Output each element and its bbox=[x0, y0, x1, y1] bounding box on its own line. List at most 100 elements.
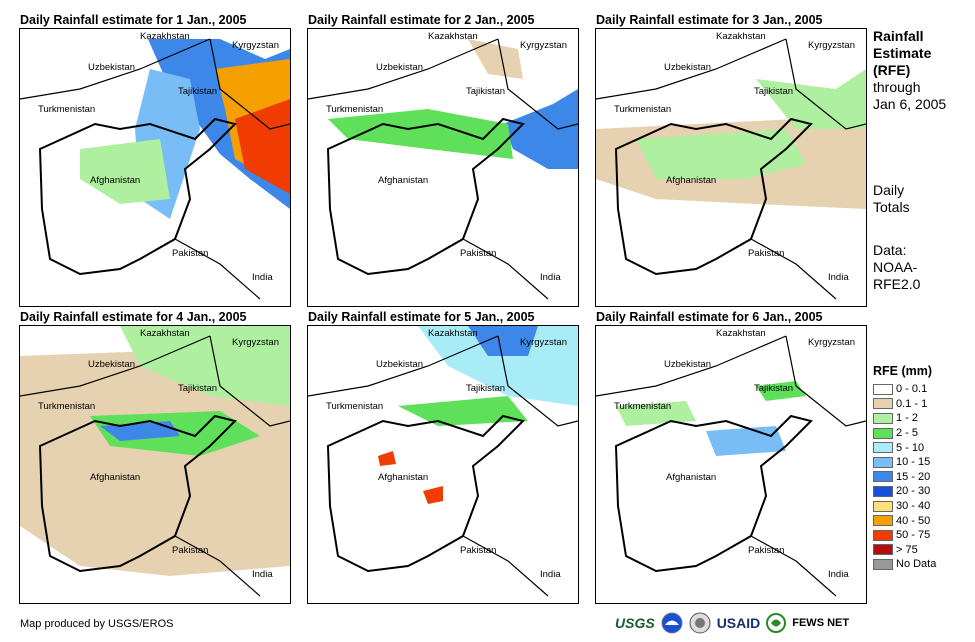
panel-title-5: Daily Rainfall estimate for 5 Jan., 2005 bbox=[308, 310, 535, 324]
label-pakistan: Pakistan bbox=[172, 248, 209, 259]
rainfall-map-5 bbox=[308, 326, 578, 597]
label-india: India bbox=[252, 272, 273, 283]
label-kyrgyzstan: Kyrgyzstan bbox=[232, 337, 279, 348]
legend-label: 40 - 50 bbox=[896, 514, 931, 527]
label-pakistan: Pakistan bbox=[460, 248, 497, 259]
legend-swatch bbox=[873, 500, 893, 512]
legend-item: 10 - 15 bbox=[873, 455, 936, 470]
daily-line-2: Totals bbox=[873, 199, 910, 215]
legend-label: 15 - 20 bbox=[896, 470, 931, 483]
panel-title-3: Daily Rainfall estimate for 3 Jan., 2005 bbox=[596, 13, 823, 27]
legend-label: > 75 bbox=[896, 543, 918, 556]
label-kyrgyzstan: Kyrgyzstan bbox=[808, 40, 855, 51]
label-kyrgyzstan: Kyrgyzstan bbox=[808, 337, 855, 348]
logo-bar: USGS USAID FEWS NET bbox=[615, 612, 849, 634]
label-tajikistan: Tajikistan bbox=[754, 383, 794, 394]
map-panel-4 bbox=[19, 325, 291, 604]
legend-item: 40 - 50 bbox=[873, 513, 936, 528]
label-afghanistan: Afghanistan bbox=[90, 472, 141, 483]
doi-seal-icon bbox=[689, 612, 711, 634]
legend-item: 20 - 30 bbox=[873, 484, 936, 499]
legend-swatch bbox=[873, 412, 893, 424]
noaa-logo-icon bbox=[661, 612, 683, 634]
label-uzbekistan: Uzbekistan bbox=[376, 359, 423, 370]
label-india: India bbox=[252, 569, 273, 580]
legend-swatch bbox=[873, 515, 893, 527]
sidebar-daily: Daily Totals bbox=[873, 182, 910, 216]
legend-swatch bbox=[873, 485, 893, 497]
fews-net-logo: FEWS NET bbox=[792, 617, 850, 629]
map-panel-1 bbox=[19, 28, 291, 307]
label-afghanistan: Afghanistan bbox=[378, 175, 429, 186]
data-line-3: RFE2.0 bbox=[873, 276, 921, 292]
legend-label: 30 - 40 bbox=[896, 500, 931, 513]
label-tajikistan: Tajikistan bbox=[466, 383, 506, 394]
label-india: India bbox=[540, 569, 561, 580]
label-turkmenistan: Turkmenistan bbox=[614, 401, 672, 412]
legend-label: 2 - 5 bbox=[896, 427, 919, 440]
heading-line-3: (RFE) bbox=[873, 62, 911, 78]
label-kazakhstan: Kazakhstan bbox=[428, 31, 478, 42]
legend-label: 20 - 30 bbox=[896, 485, 931, 498]
usaid-logo: USAID bbox=[716, 615, 761, 631]
rainfall-map-3 bbox=[596, 38, 866, 300]
legend-item: 1 - 2 bbox=[873, 411, 936, 426]
rainfall-map-2 bbox=[308, 38, 578, 300]
legend-item: 15 - 20 bbox=[873, 470, 936, 485]
legend-swatch bbox=[873, 427, 893, 439]
label-kazakhstan: Kazakhstan bbox=[140, 31, 190, 42]
fews-globe-icon bbox=[766, 613, 787, 633]
legend-item: 30 - 40 bbox=[873, 499, 936, 514]
panel-title-6: Daily Rainfall estimate for 6 Jan., 2005 bbox=[596, 310, 823, 324]
label-pakistan: Pakistan bbox=[748, 545, 785, 556]
label-afghanistan: Afghanistan bbox=[666, 472, 717, 483]
legend-title: RFE (mm) bbox=[873, 364, 933, 378]
label-uzbekistan: Uzbekistan bbox=[88, 62, 135, 73]
usgs-logo: USGS bbox=[615, 615, 655, 631]
legend-label: 0.1 - 1 bbox=[896, 397, 928, 410]
rainfall-map-4 bbox=[20, 326, 290, 597]
label-india: India bbox=[828, 272, 849, 283]
legend-item: No Data bbox=[873, 557, 936, 572]
label-uzbekistan: Uzbekistan bbox=[664, 359, 711, 370]
label-turkmenistan: Turkmenistan bbox=[614, 104, 672, 115]
legend-swatch bbox=[873, 558, 893, 570]
panel-title-4: Daily Rainfall estimate for 4 Jan., 2005 bbox=[20, 310, 247, 324]
legend-item: 50 - 75 bbox=[873, 528, 936, 543]
label-turkmenistan: Turkmenistan bbox=[326, 104, 384, 115]
map-panel-6 bbox=[595, 325, 867, 604]
sidebar-data-source: Data: NOAA- RFE2.0 bbox=[873, 242, 920, 293]
legend-swatch bbox=[873, 442, 893, 454]
label-uzbekistan: Uzbekistan bbox=[376, 62, 423, 73]
label-india: India bbox=[540, 272, 561, 283]
label-kazakhstan: Kazakhstan bbox=[140, 328, 190, 339]
label-kazakhstan: Kazakhstan bbox=[716, 328, 766, 339]
label-afghanistan: Afghanistan bbox=[666, 175, 717, 186]
label-uzbekistan: Uzbekistan bbox=[664, 62, 711, 73]
panel-title-2: Daily Rainfall estimate for 2 Jan., 2005 bbox=[308, 13, 535, 27]
map-panel-2 bbox=[307, 28, 579, 307]
label-pakistan: Pakistan bbox=[172, 545, 209, 556]
panel-title-1: Daily Rainfall estimate for 1 Jan., 2005 bbox=[20, 13, 247, 27]
legend-item: 0 - 0.1 bbox=[873, 382, 936, 397]
through-label: through bbox=[873, 79, 921, 95]
label-kazakhstan: Kazakhstan bbox=[716, 31, 766, 42]
legend-swatch bbox=[873, 398, 893, 410]
label-turkmenistan: Turkmenistan bbox=[38, 401, 96, 412]
legend-label: No Data bbox=[896, 558, 937, 571]
through-date: Jan 6, 2005 bbox=[873, 96, 947, 112]
label-pakistan: Pakistan bbox=[748, 248, 785, 259]
label-india: India bbox=[828, 569, 849, 580]
legend-item: 2 - 5 bbox=[873, 426, 936, 441]
label-kyrgyzstan: Kyrgyzstan bbox=[520, 40, 567, 51]
legend-swatch bbox=[873, 544, 893, 556]
legend-label: 50 - 75 bbox=[896, 529, 931, 542]
data-line-1: Data: bbox=[873, 242, 907, 258]
legend-swatch bbox=[873, 529, 893, 541]
label-tajikistan: Tajikistan bbox=[178, 383, 218, 394]
legend-item: > 75 bbox=[873, 543, 936, 558]
heading-line-1: Rainfall bbox=[873, 28, 924, 44]
legend-label: 0 - 0.1 bbox=[896, 383, 928, 396]
map-credit: Map produced by USGS/EROS bbox=[20, 618, 174, 630]
